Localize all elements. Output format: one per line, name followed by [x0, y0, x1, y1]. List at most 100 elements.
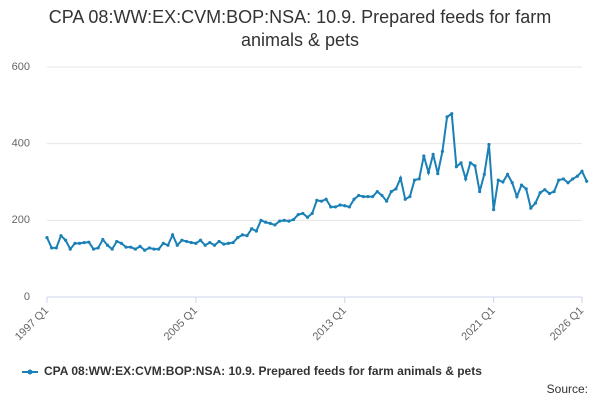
data-point	[333, 205, 338, 209]
data-point	[110, 247, 114, 251]
data-point	[264, 220, 268, 224]
data-point	[282, 218, 286, 222]
data-point	[366, 194, 370, 199]
data-point	[54, 246, 58, 250]
y-tick-label: 600	[12, 61, 30, 73]
data-point	[259, 218, 263, 222]
data-point	[240, 233, 244, 237]
data-point	[431, 152, 435, 156]
data-point	[529, 206, 533, 210]
data-point	[212, 243, 217, 247]
data-point	[152, 247, 156, 251]
x-tick-label: 2021 Q1	[459, 305, 497, 343]
data-point	[184, 239, 189, 244]
data-point	[501, 180, 505, 184]
data-point	[543, 188, 547, 192]
data-point	[226, 241, 231, 245]
data-point	[533, 201, 538, 205]
data-point	[91, 247, 96, 251]
data-point	[389, 189, 393, 194]
data-point	[445, 115, 449, 119]
data-point	[278, 219, 282, 223]
data-point	[380, 193, 384, 198]
data-point	[198, 238, 203, 242]
data-point	[566, 181, 570, 185]
data-point	[133, 247, 137, 251]
data-point	[352, 197, 356, 201]
data-point	[492, 208, 496, 212]
data-point	[180, 238, 184, 242]
data-point	[175, 243, 179, 247]
data-point	[510, 181, 514, 185]
x-tick-label: 2013 Q1	[311, 305, 349, 343]
data-point	[338, 203, 342, 207]
data-point	[245, 234, 249, 238]
data-point	[189, 240, 193, 245]
data-point	[417, 177, 421, 181]
data-point	[361, 194, 365, 199]
data-point	[524, 187, 528, 191]
data-point	[319, 199, 324, 203]
data-point	[371, 194, 375, 199]
data-point	[347, 205, 351, 209]
data-point	[147, 246, 151, 250]
data-point	[394, 187, 398, 191]
data-point	[403, 197, 407, 201]
x-tick-label: 1997 Q1	[13, 305, 51, 343]
data-point	[59, 234, 63, 238]
data-point	[287, 219, 291, 223]
data-point	[129, 245, 133, 249]
data-point	[138, 244, 142, 248]
data-point	[231, 240, 235, 245]
data-point	[82, 240, 86, 245]
data-point	[161, 241, 165, 245]
data-point	[315, 198, 319, 202]
data-point	[408, 194, 412, 199]
data-point	[296, 212, 300, 217]
data-point	[571, 177, 575, 181]
data-point	[301, 211, 305, 216]
data-point	[96, 246, 100, 250]
data-point	[375, 189, 379, 194]
data-point	[194, 241, 198, 245]
data-point	[64, 238, 68, 242]
data-point	[426, 170, 431, 175]
data-point	[412, 178, 417, 182]
data-point	[519, 183, 524, 187]
chart-title: CPA 08:WW:EX:CVM:BOP:NSA: 10.9. Prepared…	[48, 7, 552, 50]
data-line	[46, 112, 588, 252]
data-point	[478, 189, 482, 194]
data-point	[450, 112, 454, 116]
data-point	[143, 248, 147, 252]
data-point	[268, 221, 272, 225]
data-point	[45, 235, 49, 240]
data-point	[87, 240, 91, 244]
y-tick-label: 0	[24, 291, 30, 303]
data-point	[77, 241, 82, 245]
data-point	[482, 172, 486, 176]
data-point	[273, 223, 277, 227]
data-point	[50, 246, 54, 250]
y-tick-label: 400	[12, 138, 30, 150]
data-point	[119, 241, 124, 245]
data-point	[547, 191, 552, 196]
data-point	[538, 191, 542, 195]
data-point	[157, 247, 161, 251]
legend-marker	[27, 369, 33, 375]
data-point	[310, 211, 314, 216]
data-point	[254, 229, 258, 233]
data-point	[124, 245, 128, 249]
data-point	[222, 242, 226, 246]
data-point	[575, 174, 579, 178]
data-point	[217, 239, 221, 244]
data-point	[68, 247, 72, 251]
legend-label: CPA 08:WW:EX:CVM:BOP:NSA: 10.9. Prepared…	[44, 364, 482, 378]
data-point	[496, 178, 500, 182]
data-point	[101, 237, 105, 242]
data-point	[440, 149, 445, 153]
data-point	[398, 176, 403, 180]
data-point	[291, 217, 296, 222]
source: Source:	[547, 382, 588, 396]
